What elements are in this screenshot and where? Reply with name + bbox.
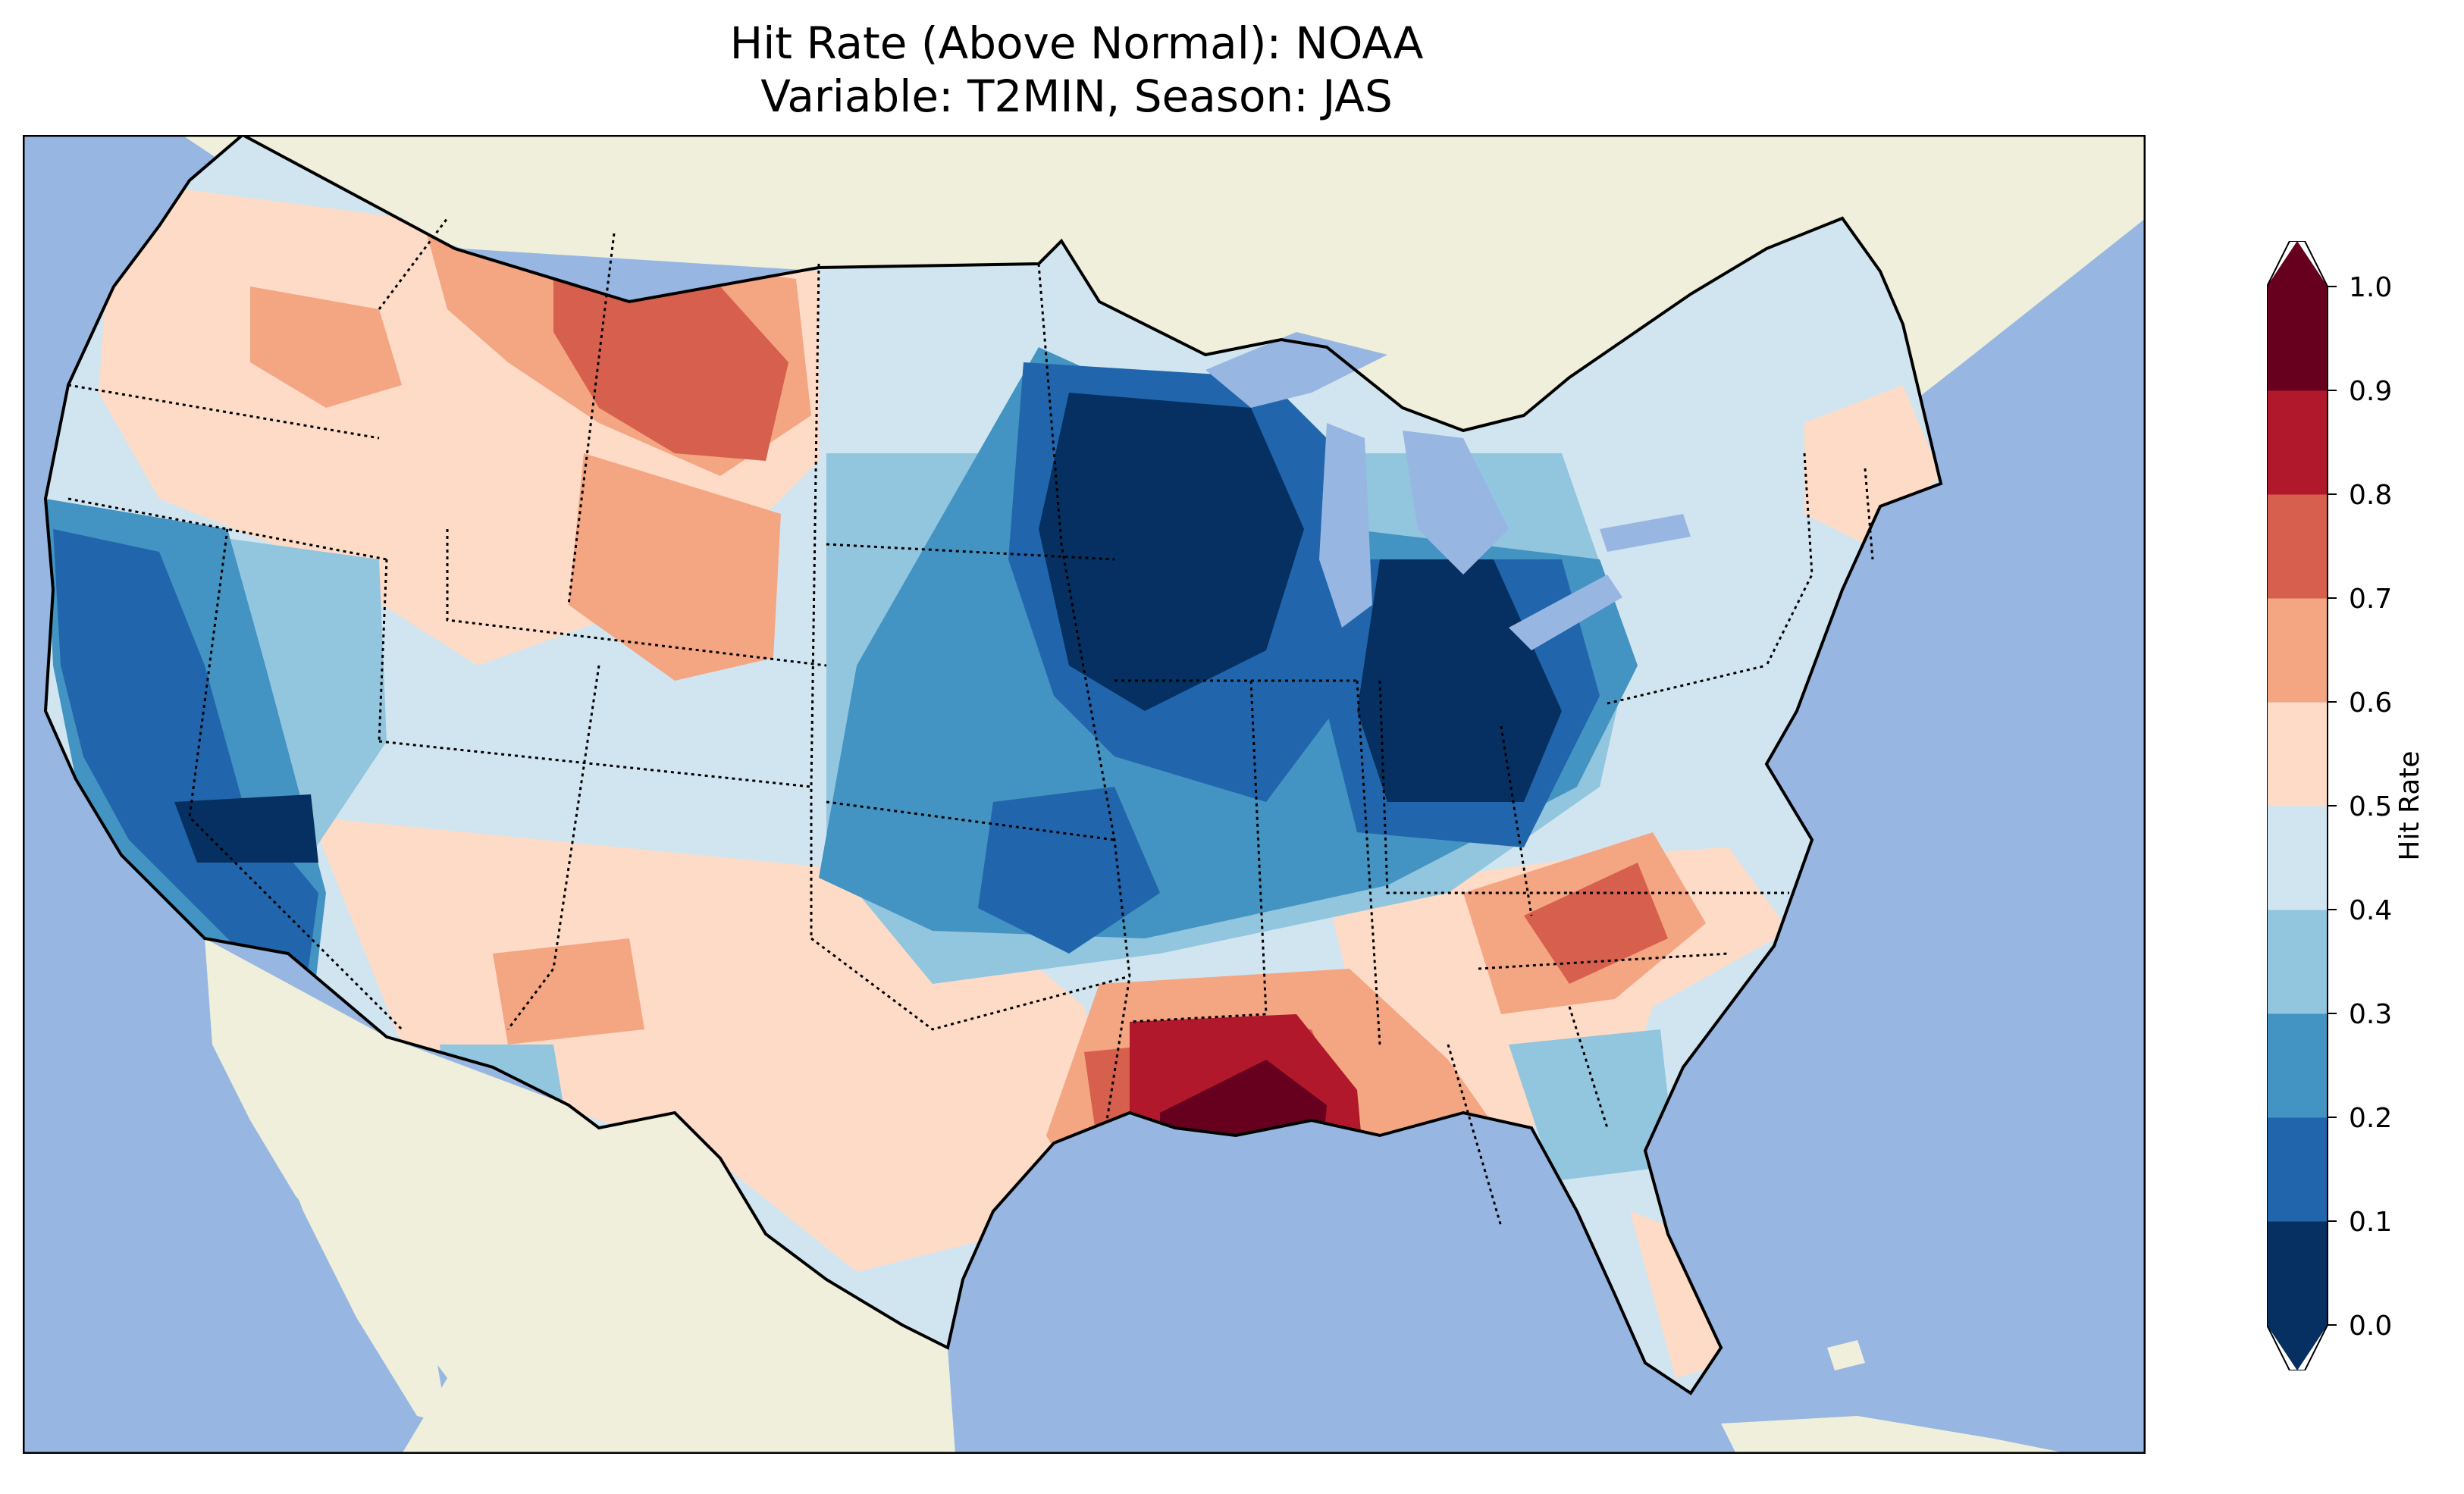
lake-erie (1509, 575, 1622, 650)
colorbar-label-svg: Hit Rate (2394, 750, 2425, 860)
field-montana-dark (553, 249, 788, 461)
colorbar-extend-min (2267, 1325, 2328, 1370)
colorbar-segment (2267, 1013, 2328, 1118)
colorbar-ticks (2328, 286, 2337, 1326)
baja-peninsula (243, 984, 447, 1424)
map-title: Hit Rate (Above Normal): NOAA Variable: … (23, 17, 2130, 123)
field-wyoming-salmon (569, 453, 781, 681)
title-line-2: Variable: T2MIN, Season: JAS (760, 70, 1393, 122)
field-idaho-salmon (250, 287, 402, 408)
colorbar-tick-label: 1.0 (2349, 272, 2392, 303)
colorbar (2267, 241, 2337, 1370)
map-panel (23, 135, 2146, 1454)
field-mi-darkblue (1357, 559, 1562, 802)
field-socal-darkblue (174, 794, 318, 863)
colorbar-segment (2267, 598, 2328, 703)
colorbar-tick-label: 0.6 (2349, 687, 2392, 719)
colorbar-tick-label: 0.0 (2349, 1311, 2392, 1342)
colorbar-segment (2267, 287, 2328, 391)
land-mexico (205, 938, 955, 1454)
field-gulfcoast-lightblue (1509, 1029, 1676, 1181)
field-california-blue (53, 529, 318, 1007)
colorbar-segment (2267, 494, 2328, 599)
colorbar-segment (2267, 390, 2328, 495)
colorbar-label: Hit Rate (2394, 750, 2425, 860)
lake-ontario (1600, 514, 1691, 552)
colorbar-extend-max (2267, 241, 2328, 287)
colorbar-tick-label: 0.1 (2349, 1207, 2392, 1238)
title-line-1: Hit Rate (Above Normal): NOAA (729, 17, 1424, 69)
colorbar-outline (2267, 241, 2328, 1370)
lake-michigan (1319, 423, 1372, 628)
colorbar-segment (2267, 1117, 2328, 1222)
field-nm-salmon (493, 938, 644, 1045)
lake-superior (1205, 332, 1387, 408)
colorbar-tick-label: 0.4 (2349, 895, 2392, 926)
land-bahamas (1827, 1340, 1865, 1370)
colorbar-segment (2267, 910, 2328, 1014)
colorbar-tick-label: 0.9 (2349, 376, 2392, 407)
colorbar-tick-label: 0.5 (2349, 791, 2392, 822)
colorbar-tick-label: 0.2 (2349, 1103, 2392, 1134)
colorbar-tick-label: 0.8 (2349, 480, 2392, 511)
colorbar-segment (2267, 806, 2328, 910)
colorbar-segment (2267, 702, 2328, 807)
colorbar-tick-labels: 0.0 0.1 0.2 0.3 0.4 0.5 0.6 0.7 0.8 0.9 1.0 (2349, 272, 2392, 1342)
colorbar-segments (2267, 241, 2328, 1370)
land-cuba (1721, 1416, 2070, 1454)
state-boundaries (67, 218, 1874, 1227)
colorbar-tick-label: 0.3 (2349, 999, 2392, 1030)
lake-huron (1403, 431, 1509, 575)
map-frame-border (23, 135, 2146, 1454)
field-mn-darkblue (1039, 393, 1304, 711)
colorbar-segment (2267, 1221, 2328, 1326)
field-florida-pink (1630, 1211, 1729, 1378)
colorbar-tick-label: 0.7 (2349, 584, 2392, 615)
